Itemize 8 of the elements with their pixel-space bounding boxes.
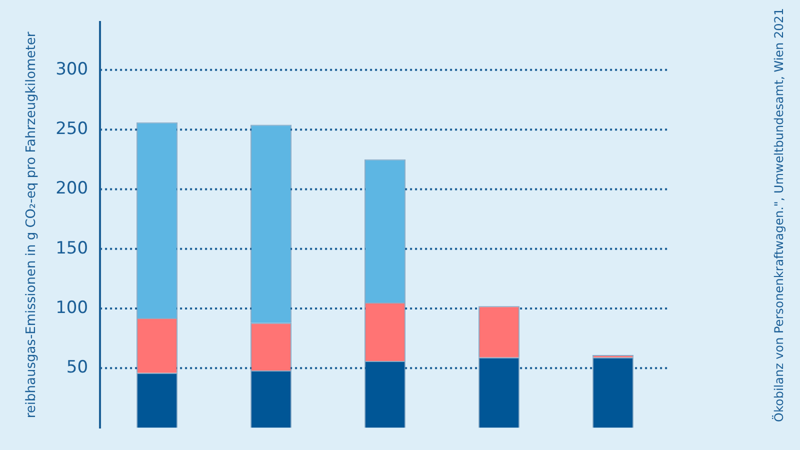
y-tick-label: 50	[66, 358, 88, 378]
y-tick-label: 300	[56, 59, 88, 80]
y-tick-label: 100	[56, 298, 88, 318]
y-axis-title: reibhausgas-Emissionen in g CO₂-eq pro Fahrzeugkilometer	[24, 31, 40, 418]
y-tick-label: 250	[56, 118, 88, 139]
y-tick-label: 150	[56, 238, 88, 258]
y-tick-label: 200	[56, 178, 88, 199]
text: Ökobilanz von Personenkraftwagen.", Umweltbundesamt, Wien 2021	[772, 8, 786, 422]
